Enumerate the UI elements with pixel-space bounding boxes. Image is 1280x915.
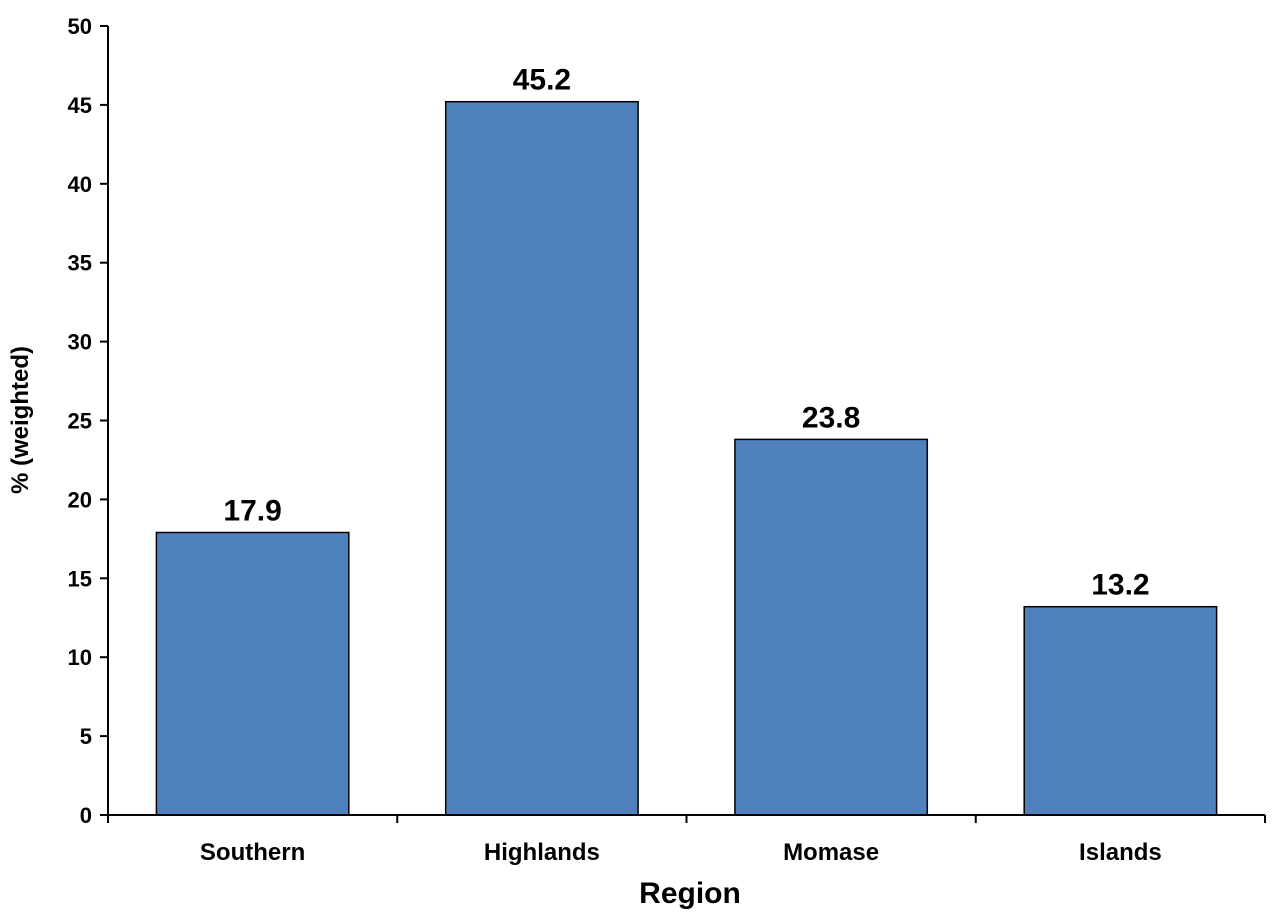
y-tick-label: 40 bbox=[68, 172, 92, 197]
x-axis-title: Region bbox=[639, 877, 741, 910]
bars-group bbox=[155, 100, 1218, 816]
y-tick-label: 15 bbox=[68, 566, 92, 591]
y-tick-label: 35 bbox=[68, 251, 92, 276]
data-labels-group: 17.9 45.2 23.8 13.2 bbox=[223, 64, 1149, 602]
y-tick-label: 5 bbox=[80, 724, 92, 749]
data-label-momase: 23.8 bbox=[802, 401, 860, 434]
x-tick-label-momase: Momase bbox=[783, 839, 879, 866]
bar-islands bbox=[1023, 605, 1218, 816]
data-label-highlands: 45.2 bbox=[513, 64, 571, 97]
bar-momase bbox=[734, 438, 929, 816]
y-tick-label: 10 bbox=[68, 645, 92, 670]
y-axis: 0 5 10 15 20 25 30 35 40 45 50 bbox=[68, 14, 109, 828]
data-label-islands: 13.2 bbox=[1091, 569, 1149, 602]
y-axis-title: % (weighted) bbox=[7, 346, 34, 494]
y-tick-label: 50 bbox=[68, 14, 92, 39]
y-tick-label: 45 bbox=[68, 93, 92, 118]
y-tick-label: 30 bbox=[68, 330, 92, 355]
y-tick-label: 0 bbox=[80, 803, 92, 828]
x-axis: Southern Highlands Momase Islands bbox=[107, 814, 1266, 866]
y-tick-label: 20 bbox=[68, 487, 92, 512]
bar-highlands bbox=[444, 100, 639, 816]
x-tick-label-highlands: Highlands bbox=[484, 839, 600, 866]
x-tick-label-islands: Islands bbox=[1079, 839, 1162, 866]
bar-southern bbox=[155, 531, 350, 816]
data-label-southern: 17.9 bbox=[223, 495, 281, 528]
y-tick-label: 25 bbox=[68, 409, 92, 434]
x-tick-label-southern: Southern bbox=[200, 839, 305, 866]
